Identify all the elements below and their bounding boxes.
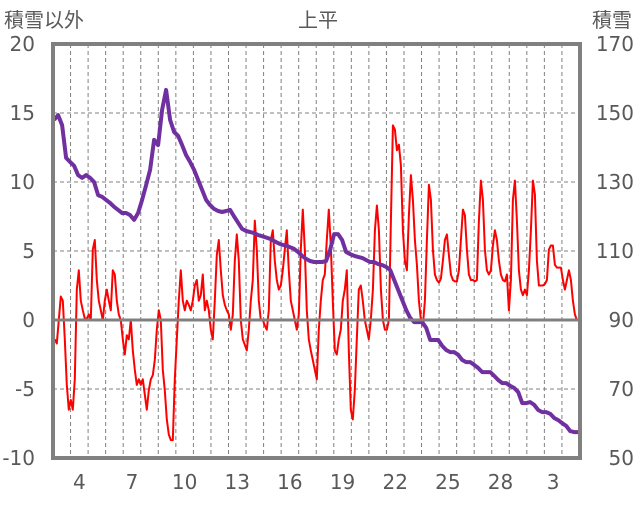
right-axis-label: 積雪	[592, 8, 632, 32]
x-tick-label: 10	[172, 470, 197, 494]
right-tick-label: 150	[596, 101, 634, 125]
right-tick-label: 90	[609, 308, 634, 332]
x-tick-label: 13	[225, 470, 250, 494]
x-tick-label: 7	[126, 470, 139, 494]
left-axis-label: 積雪以外	[4, 8, 84, 32]
plot-border	[51, 42, 582, 460]
x-tick-label: 16	[277, 470, 302, 494]
tick-labels: -10 -5 0 5 10 15 20 50 70 90 110 130 150 170 4 7 10 13 16 1…	[2, 32, 634, 494]
gridlines	[53, 44, 580, 458]
series-line-other	[53, 124, 578, 442]
chart-title: 上平	[298, 8, 338, 32]
right-tick-label: 170	[596, 32, 634, 56]
x-tick-label: 28	[488, 470, 513, 494]
right-tick-label: 110	[596, 239, 634, 263]
x-tick-label: 19	[330, 470, 355, 494]
left-tick-label: 15	[10, 101, 35, 125]
x-tick-label: 4	[73, 470, 86, 494]
left-tick-label: 10	[10, 170, 35, 194]
right-tick-label: 50	[609, 446, 634, 470]
series-line-snow-depth	[52, 87, 579, 435]
series-lines	[52, 87, 579, 442]
left-tick-label: 20	[10, 32, 35, 56]
left-tick-label: -5	[15, 377, 35, 401]
left-tick-label: 0	[22, 308, 35, 332]
left-tick-label: 5	[22, 239, 35, 263]
x-tick-label: 3	[547, 470, 560, 494]
x-tick-label: 22	[382, 470, 407, 494]
right-tick-label: 70	[609, 377, 634, 401]
right-tick-label: 130	[596, 170, 634, 194]
x-tick-label: 25	[435, 470, 460, 494]
left-tick-label: -10	[2, 446, 35, 470]
